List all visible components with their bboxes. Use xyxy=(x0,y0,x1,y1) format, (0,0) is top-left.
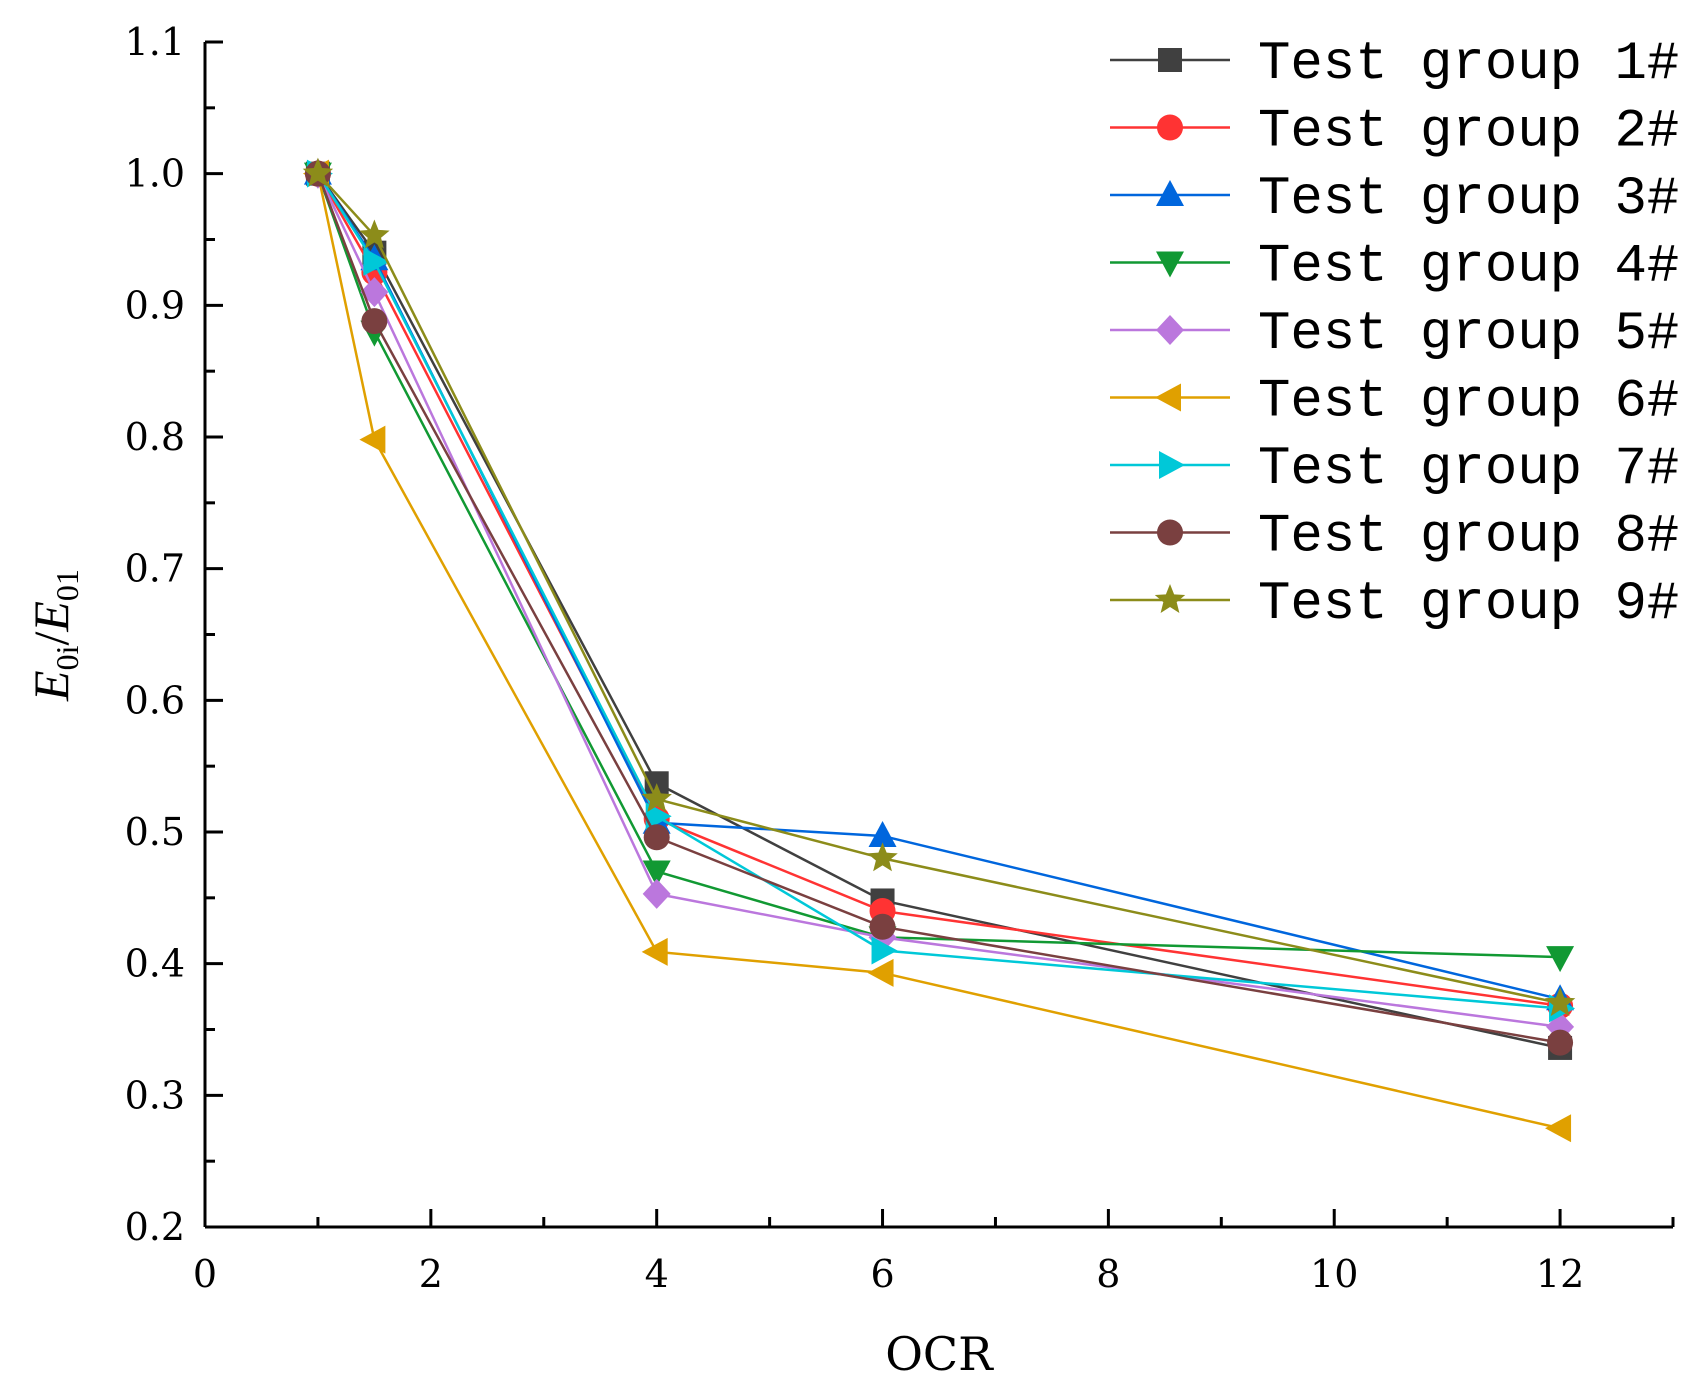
data-point xyxy=(363,247,390,276)
y-axis-title-num-sub: 0i xyxy=(49,645,85,670)
x-tick-label: 2 xyxy=(419,1252,443,1296)
legend-item: Test group 9# xyxy=(1110,574,1679,635)
y-tick-label: 0.6 xyxy=(125,678,185,722)
data-point xyxy=(1546,946,1575,973)
data-point xyxy=(1544,987,1576,1017)
y-axis-title-den: E xyxy=(23,601,79,633)
legend-item: Test group 4# xyxy=(1110,237,1679,298)
legend-item: Test group 3# xyxy=(1110,169,1679,230)
ticks: 0 2 4 6 8 10 12 0.2 0.3 0.4 0.5 0.6 0.7 0.8 0.9 1.0 1.1 xyxy=(125,20,1675,1296)
y-axis-title-slash: / xyxy=(23,632,79,646)
y-axis-title: E0i/E01 xyxy=(23,569,85,702)
y-tick-label: 0.7 xyxy=(125,547,185,591)
data-point xyxy=(1547,1029,1574,1056)
legend-label: Test group 7# xyxy=(1258,439,1679,500)
y-tick-label: 1.1 xyxy=(125,20,185,64)
data-point xyxy=(871,936,898,965)
data-point xyxy=(642,878,671,909)
legend-label: Test group 4# xyxy=(1258,237,1679,298)
data-point xyxy=(867,958,894,987)
legend-label: Test group 1# xyxy=(1258,34,1679,95)
legend-item: Test group 1# xyxy=(1110,34,1679,95)
data-point xyxy=(1545,1114,1572,1143)
legend-marker xyxy=(1156,180,1184,206)
y-axis-title-den-sub: 01 xyxy=(49,569,85,601)
legend-marker xyxy=(1156,315,1184,345)
x-axis-title: OCR xyxy=(885,1327,994,1381)
legend-marker xyxy=(1159,451,1185,479)
legend-label: Test group 2# xyxy=(1258,102,1679,163)
data-point xyxy=(868,820,897,847)
x-tick-label: 10 xyxy=(1310,1252,1358,1296)
x-tick-label: 0 xyxy=(193,1252,217,1296)
legend-marker xyxy=(1158,48,1182,72)
y-tick-label: 0.5 xyxy=(125,810,185,854)
x-tick-label: 8 xyxy=(1096,1252,1120,1296)
y-tick-label: 0.3 xyxy=(125,1073,185,1117)
data-point xyxy=(302,157,334,187)
data-point xyxy=(641,937,668,966)
data-point xyxy=(359,425,386,454)
series-layer xyxy=(302,157,1576,1143)
legend-label: Test group 6# xyxy=(1258,372,1679,433)
y-tick-label: 0.8 xyxy=(125,415,185,459)
data-point xyxy=(643,824,670,851)
y-axis-title-num: E xyxy=(23,670,79,702)
legend-item: Test group 7# xyxy=(1110,439,1679,500)
y-tick-label: 1.0 xyxy=(125,152,185,196)
legend-item: Test group 8# xyxy=(1110,507,1679,568)
legend-marker xyxy=(1154,584,1186,613)
y-tick-label: 0.4 xyxy=(125,942,185,986)
legend-item: Test group 5# xyxy=(1110,304,1679,365)
data-point xyxy=(642,860,671,887)
legend-marker xyxy=(1156,251,1184,278)
legend-marker xyxy=(1157,519,1183,546)
legend: Test group 1# Test group 2#Test group 3# T… xyxy=(1110,34,1679,635)
data-point xyxy=(869,913,896,940)
legend-marker xyxy=(1157,114,1183,141)
legend-label: Test group 3# xyxy=(1258,169,1679,230)
series-9 xyxy=(302,157,1576,1017)
legend-item: Test group 2# xyxy=(1110,102,1679,163)
x-tick-label: 6 xyxy=(870,1252,894,1296)
x-tick-label: 4 xyxy=(645,1252,669,1296)
legend-item: Test group 6# xyxy=(1110,372,1679,433)
data-point xyxy=(867,842,898,872)
data-point xyxy=(641,783,672,813)
y-tick-label: 0.2 xyxy=(125,1205,185,1249)
legend-label: Test group 8# xyxy=(1258,507,1679,568)
legend-marker xyxy=(1155,383,1181,412)
x-tick-label: 12 xyxy=(1536,1252,1584,1296)
legend-label: Test group 9# xyxy=(1258,574,1679,635)
legend-label: Test group 5# xyxy=(1258,304,1679,365)
data-point xyxy=(361,308,388,335)
data-point xyxy=(359,219,390,249)
y-tick-label: 0.9 xyxy=(125,283,185,327)
data-point xyxy=(645,802,672,831)
